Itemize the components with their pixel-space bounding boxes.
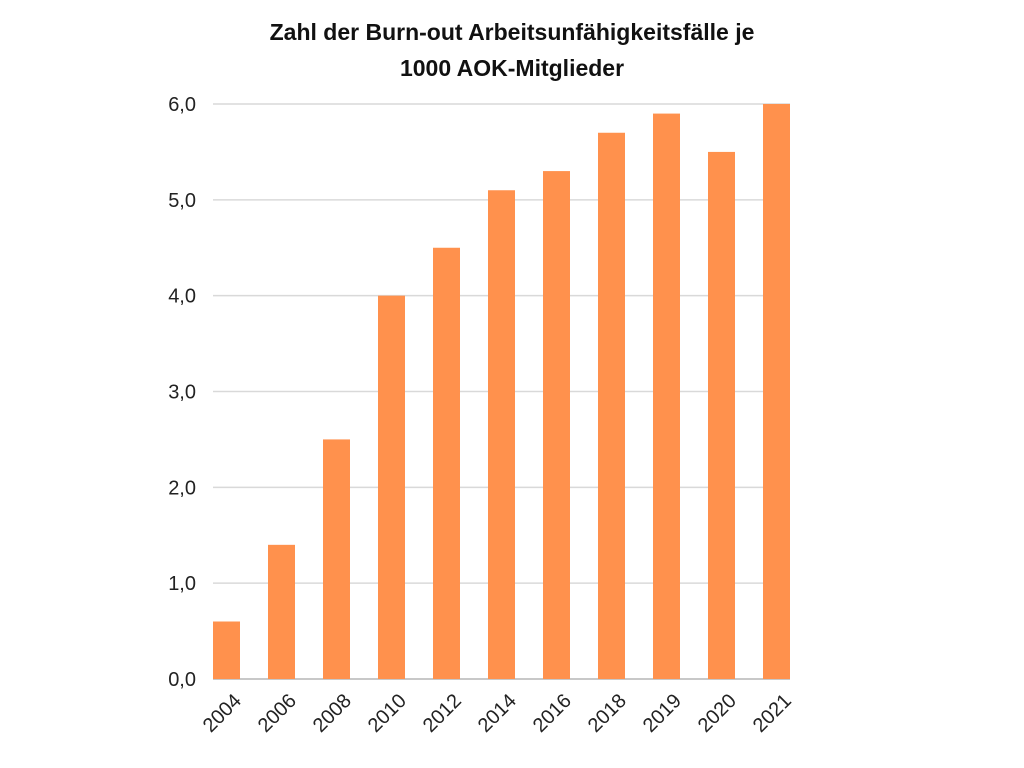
- x-tick-label: 2004: [199, 690, 246, 737]
- y-tick-label: 4,0: [168, 286, 196, 308]
- bar-2014: [488, 190, 515, 679]
- bar-2010: [378, 295, 405, 679]
- bar-2021: [763, 104, 790, 679]
- bar-2020: [708, 151, 735, 679]
- x-tick-label: 2006: [254, 690, 301, 737]
- bar-2004: [213, 621, 240, 679]
- x-tick-label: 2021: [749, 690, 796, 737]
- bar-2019: [653, 113, 680, 680]
- x-tick-label: 2020: [694, 690, 741, 737]
- y-tick-label: 2,0: [168, 477, 196, 499]
- x-tick-label: 2010: [364, 690, 411, 737]
- bar-2012: [433, 247, 460, 679]
- bar-2008: [323, 439, 350, 679]
- y-tick-label: 1,0: [168, 573, 196, 595]
- bar-2016: [543, 171, 570, 680]
- x-tick-label: 2012: [419, 690, 466, 737]
- chart-title-line1: Zahl der Burn-out Arbeitsunfähigkeitsfäl…: [269, 19, 755, 45]
- chart-title-line2: 1000 AOK-Mitglieder: [399, 55, 625, 81]
- y-tick-label: 6,0: [168, 94, 196, 116]
- y-tick-label: 0,0: [168, 669, 196, 691]
- bar-2018: [598, 132, 625, 679]
- x-tick-label: 2019: [639, 690, 686, 737]
- x-tick-label: 2016: [529, 690, 576, 737]
- y-tick-label: 3,0: [168, 382, 196, 404]
- bar-2006: [268, 544, 295, 679]
- y-tick-label: 5,0: [168, 190, 196, 212]
- x-tick-label: 2008: [309, 690, 356, 737]
- x-tick-label: 2018: [584, 690, 631, 737]
- x-tick-label: 2014: [474, 690, 521, 737]
- chart-title: Zahl der Burn-out Arbeitsunfähigkeitsfäl…: [0, 14, 1024, 86]
